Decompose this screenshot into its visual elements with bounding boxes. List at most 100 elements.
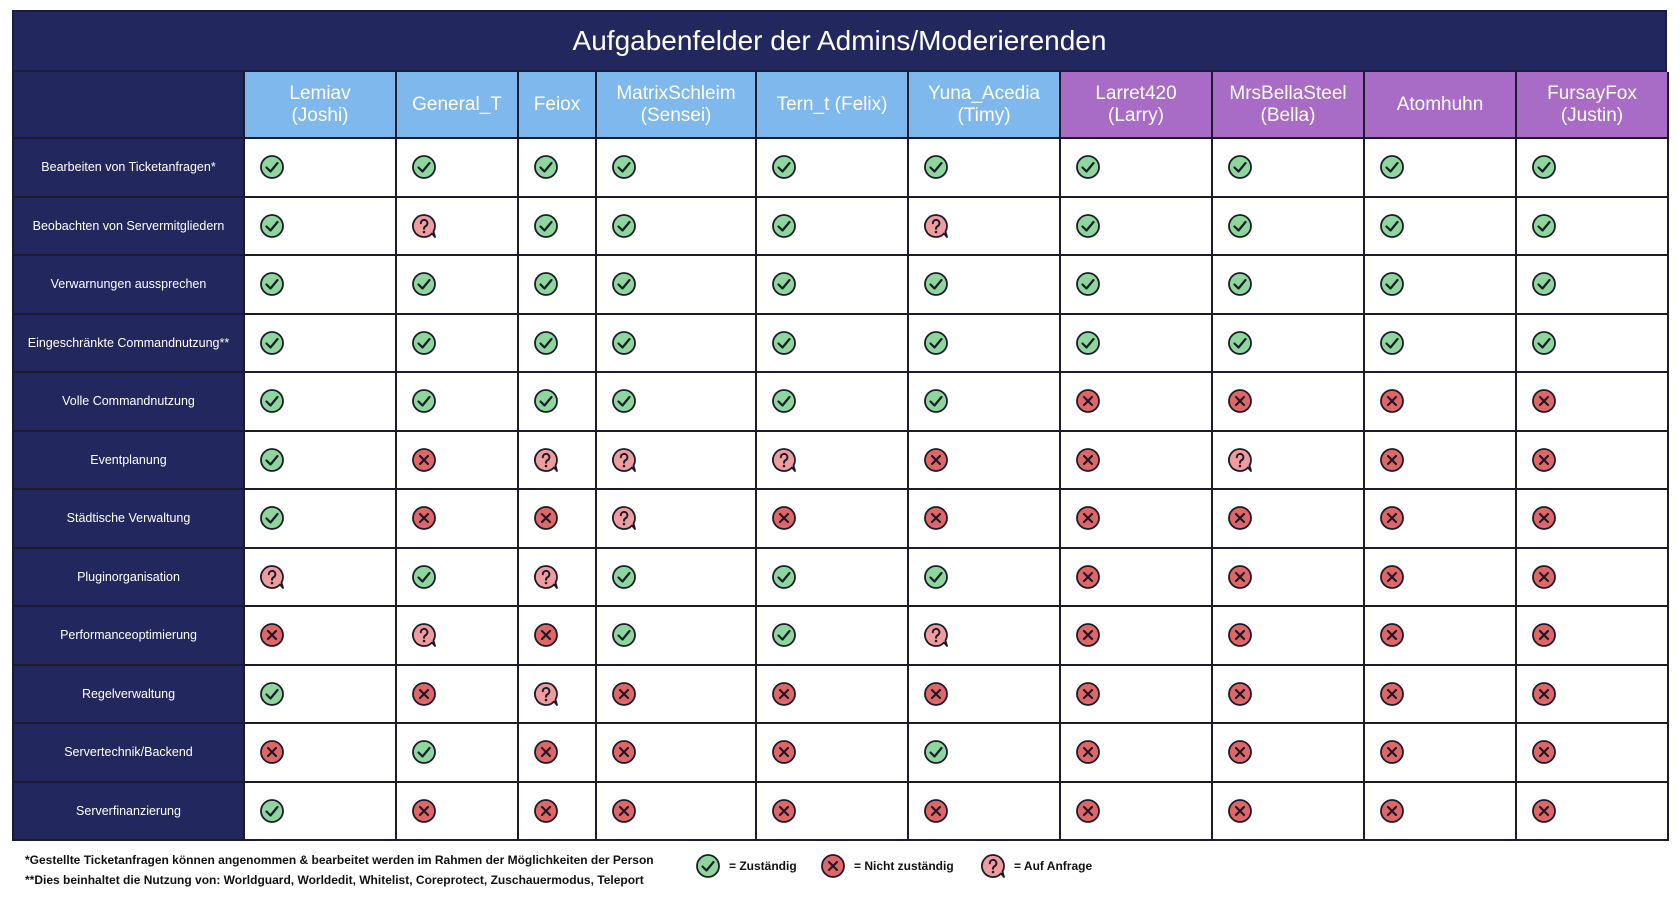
check-icon xyxy=(1379,271,1405,297)
table-cell xyxy=(1213,314,1365,373)
row-label: Eingeschränkte Commandnutzung** xyxy=(12,314,245,373)
table-cell xyxy=(519,490,597,549)
cross-icon xyxy=(411,505,437,531)
table-cell xyxy=(757,314,909,373)
check-icon xyxy=(771,154,797,180)
table-cell xyxy=(597,548,757,607)
table-cell xyxy=(1365,431,1517,490)
table-cell xyxy=(597,256,757,315)
check-icon xyxy=(1075,330,1101,356)
check-icon xyxy=(411,388,437,414)
table-cell xyxy=(1213,607,1365,666)
check-icon xyxy=(259,271,285,297)
legend-ask-label: = Auf Anfrage xyxy=(1014,859,1093,873)
check-icon xyxy=(1075,213,1101,239)
check-icon xyxy=(771,271,797,297)
cross-icon xyxy=(1227,622,1253,648)
check-icon xyxy=(611,154,637,180)
row-label: Bearbeiten von Ticketanfragen* xyxy=(12,139,245,198)
column-header: Tern_t (Felix) xyxy=(757,72,909,139)
check-icon xyxy=(923,388,949,414)
table-cell xyxy=(245,314,397,373)
table-cell xyxy=(245,373,397,432)
cross-icon xyxy=(411,447,437,473)
table-cell xyxy=(1061,431,1213,490)
cross-icon xyxy=(1379,681,1405,707)
table-cell xyxy=(757,782,909,841)
table-cell xyxy=(1061,373,1213,432)
cross-icon xyxy=(923,681,949,707)
row-label: Beobachten von Servermitgliedern xyxy=(12,197,245,256)
check-icon xyxy=(695,853,725,879)
table-cell xyxy=(397,314,519,373)
row-label: Performanceoptimierung xyxy=(12,607,245,666)
check-icon xyxy=(411,154,437,180)
table-cell xyxy=(1517,724,1669,783)
check-icon xyxy=(771,564,797,590)
cross-icon xyxy=(923,798,949,824)
table-cell xyxy=(1517,548,1669,607)
table-cell xyxy=(597,373,757,432)
question-icon xyxy=(980,853,1010,879)
cross-icon xyxy=(259,622,285,648)
table-cell xyxy=(1061,548,1213,607)
question-icon xyxy=(533,564,559,590)
table-cell xyxy=(597,314,757,373)
table-cell xyxy=(1365,373,1517,432)
table-cell xyxy=(909,782,1061,841)
footnote-1: *Gestellte Ticketanfragen können angenom… xyxy=(25,853,654,867)
column-header: Lemiav (Joshi) xyxy=(245,72,397,139)
question-icon xyxy=(411,622,437,648)
table-cell xyxy=(1213,373,1365,432)
table-cell xyxy=(397,548,519,607)
legend-yes-label: = Zuständig xyxy=(729,859,797,873)
check-icon xyxy=(1227,271,1253,297)
check-icon xyxy=(259,388,285,414)
check-icon xyxy=(611,330,637,356)
cross-icon xyxy=(1227,388,1253,414)
check-icon xyxy=(1075,154,1101,180)
row-label: Verwarnungen aussprechen xyxy=(12,256,245,315)
table-cell xyxy=(1213,431,1365,490)
row-label: Serverfinanzierung xyxy=(12,782,245,841)
check-icon xyxy=(1531,330,1557,356)
check-icon xyxy=(1531,154,1557,180)
legend-no-label: = Nicht zuständig xyxy=(854,859,954,873)
table-cell xyxy=(245,724,397,783)
table-cell xyxy=(757,665,909,724)
cross-icon xyxy=(1531,739,1557,765)
table-cell xyxy=(909,197,1061,256)
table-grid: Lemiav (Joshi) General_T Feiox MatrixSchlei… xyxy=(12,72,1669,841)
column-header: Yuna_Acedia (Timy) xyxy=(909,72,1061,139)
cross-icon xyxy=(1379,388,1405,414)
table-cell xyxy=(1061,490,1213,549)
table-cell xyxy=(909,373,1061,432)
table-cell xyxy=(909,724,1061,783)
column-header: FursayFox (Justin) xyxy=(1517,72,1669,139)
check-icon xyxy=(533,388,559,414)
table-cell xyxy=(245,782,397,841)
responsibility-table: Aufgabenfelder der Admins/Moderierenden … xyxy=(12,10,1669,841)
table-cell xyxy=(1365,665,1517,724)
table-cell xyxy=(1517,431,1669,490)
cross-icon xyxy=(1227,798,1253,824)
table-cell xyxy=(1517,314,1669,373)
column-header: Atomhuhn xyxy=(1365,72,1517,139)
cross-icon xyxy=(1075,681,1101,707)
question-icon xyxy=(411,213,437,239)
check-icon xyxy=(411,330,437,356)
table-cell xyxy=(519,665,597,724)
table-cell xyxy=(397,490,519,549)
table-cell xyxy=(1365,197,1517,256)
table-cell xyxy=(519,139,597,198)
cross-icon xyxy=(1531,505,1557,531)
table-cell xyxy=(597,431,757,490)
table-cell xyxy=(909,256,1061,315)
cross-icon xyxy=(533,505,559,531)
cross-icon xyxy=(1227,681,1253,707)
table-cell xyxy=(1213,724,1365,783)
table-cell xyxy=(397,665,519,724)
check-icon xyxy=(1531,213,1557,239)
table-cell xyxy=(397,197,519,256)
cross-icon xyxy=(1227,564,1253,590)
